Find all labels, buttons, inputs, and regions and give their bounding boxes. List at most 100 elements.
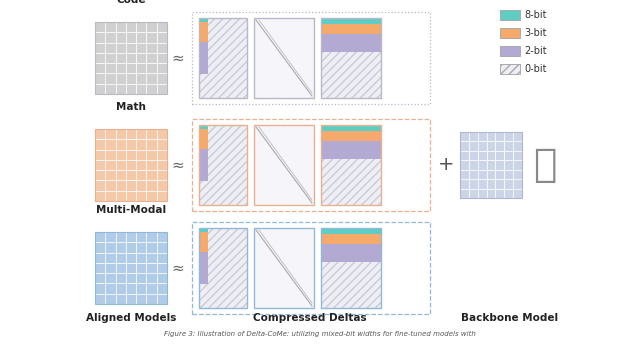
Bar: [136, 150, 147, 160]
Bar: [126, 170, 136, 180]
Bar: [136, 139, 147, 150]
Bar: [106, 139, 116, 150]
Bar: [126, 22, 136, 32]
Bar: [147, 191, 157, 201]
Bar: [136, 53, 147, 63]
Bar: [321, 18, 381, 98]
Text: 3-bit: 3-bit: [524, 28, 547, 38]
Bar: [147, 242, 157, 253]
Bar: [477, 160, 486, 170]
Bar: [116, 150, 126, 160]
Bar: [469, 151, 477, 160]
Bar: [147, 53, 157, 63]
Bar: [199, 18, 247, 98]
Bar: [95, 180, 106, 191]
Bar: [504, 132, 513, 141]
Bar: [157, 160, 167, 170]
Bar: [321, 130, 381, 141]
Bar: [147, 22, 157, 32]
Bar: [486, 189, 495, 198]
Bar: [192, 12, 430, 104]
Text: 🦙: 🦙: [533, 146, 557, 184]
Bar: [147, 232, 157, 242]
Bar: [136, 253, 147, 263]
Bar: [486, 132, 495, 141]
Bar: [157, 170, 167, 180]
Bar: [460, 141, 469, 151]
Bar: [106, 150, 116, 160]
Bar: [116, 263, 126, 273]
Bar: [95, 139, 106, 150]
Bar: [199, 232, 207, 252]
Bar: [460, 132, 469, 141]
Bar: [199, 22, 207, 42]
Bar: [513, 151, 522, 160]
Bar: [321, 34, 381, 52]
Bar: [147, 42, 157, 53]
Bar: [321, 125, 381, 130]
Bar: [116, 53, 126, 63]
Bar: [504, 170, 513, 179]
Bar: [321, 24, 381, 34]
Bar: [116, 139, 126, 150]
Bar: [486, 160, 495, 170]
Bar: [147, 283, 157, 294]
Bar: [321, 141, 381, 159]
Bar: [136, 73, 147, 84]
Bar: [321, 18, 381, 98]
Bar: [500, 28, 520, 38]
Bar: [157, 253, 167, 263]
Bar: [106, 22, 116, 32]
Bar: [147, 129, 157, 139]
Bar: [486, 179, 495, 189]
Bar: [136, 294, 147, 304]
Bar: [95, 283, 106, 294]
Bar: [495, 179, 504, 189]
Text: Code: Code: [116, 0, 146, 5]
Bar: [126, 42, 136, 53]
Text: Compressed Deltas: Compressed Deltas: [253, 313, 367, 323]
Bar: [460, 151, 469, 160]
Bar: [106, 63, 116, 73]
Bar: [477, 179, 486, 189]
Bar: [147, 253, 157, 263]
Bar: [116, 32, 126, 42]
Bar: [157, 232, 167, 242]
Bar: [199, 228, 247, 308]
Bar: [157, 42, 167, 53]
Bar: [136, 170, 147, 180]
Bar: [199, 18, 247, 98]
Bar: [321, 18, 381, 24]
Bar: [500, 10, 520, 20]
Bar: [477, 132, 486, 141]
Bar: [136, 22, 147, 32]
Bar: [126, 242, 136, 253]
Bar: [106, 42, 116, 53]
Bar: [513, 189, 522, 198]
Bar: [469, 132, 477, 141]
Bar: [460, 179, 469, 189]
Bar: [157, 53, 167, 63]
Bar: [116, 253, 126, 263]
Bar: [116, 180, 126, 191]
Bar: [321, 125, 381, 205]
Bar: [106, 180, 116, 191]
Bar: [106, 242, 116, 253]
Bar: [116, 84, 126, 94]
Bar: [126, 273, 136, 283]
Bar: [469, 179, 477, 189]
Bar: [199, 18, 247, 98]
Bar: [486, 151, 495, 160]
Bar: [254, 228, 314, 308]
Bar: [116, 191, 126, 201]
Text: Backbone Model: Backbone Model: [461, 313, 559, 323]
Bar: [126, 129, 136, 139]
Bar: [321, 228, 381, 234]
Bar: [321, 228, 381, 308]
Bar: [106, 263, 116, 273]
Bar: [321, 125, 381, 205]
Bar: [95, 22, 167, 94]
Bar: [199, 125, 247, 205]
Bar: [157, 283, 167, 294]
Bar: [477, 151, 486, 160]
